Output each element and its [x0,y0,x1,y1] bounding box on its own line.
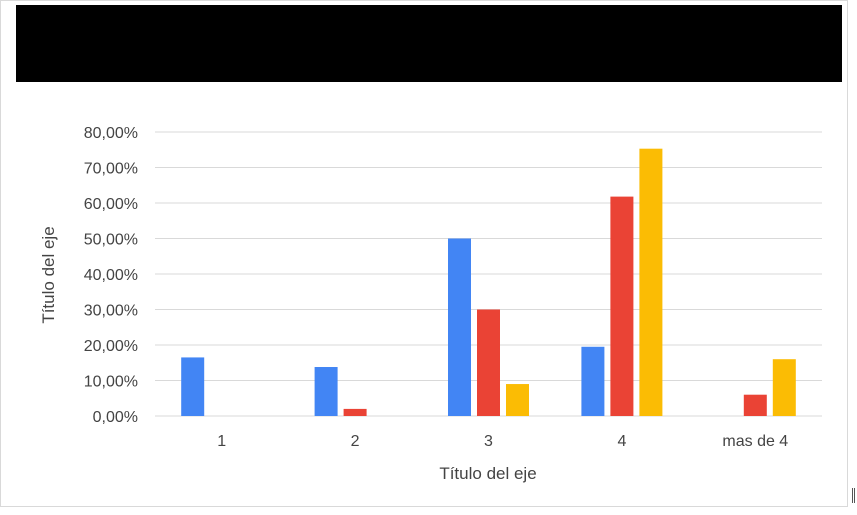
x-tick-label: 2 [351,433,360,450]
y-tick-label: 10,00% [84,374,138,391]
bars [181,148,796,416]
chart-frame [0,0,848,507]
x-tick-label: 3 [484,433,493,450]
y-tick-label: 70,00% [84,161,138,178]
bar-2-0 [448,238,471,416]
bar-3-0 [581,346,605,416]
y-tick-label: 80,00% [84,125,138,142]
x-tick-label: mas de 4 [722,433,788,450]
bar-2-2 [506,384,529,416]
chart-title-redaction [16,5,842,82]
y-axis-title: Título del eje [39,226,58,323]
bar-1-0 [314,367,338,416]
bar-4-2 [772,359,796,416]
edge-mark [852,488,855,503]
y-tick-label: 0,00% [93,409,138,426]
x-axis-ticks: 1 2 3 4 mas de 4 [217,433,788,450]
y-tick-label: 30,00% [84,303,138,320]
y-tick-label: 20,00% [84,338,138,355]
bar-3-1 [610,196,634,416]
bar-0-0 [181,357,205,416]
y-tick-label: 50,00% [84,232,138,249]
bar-3-2 [639,148,663,416]
x-axis-title: Título del eje [439,464,536,483]
y-tick-label: 60,00% [84,196,138,213]
bar-1-1 [343,408,367,416]
y-tick-label: 40,00% [84,267,138,284]
x-tick-label: 1 [217,433,226,450]
x-tick-label: 4 [617,433,626,450]
bar-4-1 [743,394,767,416]
y-axis-ticks: 0,00% 10,00% 20,00% 30,00% 40,00% 50,00% 60,00… [84,125,138,426]
bar-2-1 [477,309,500,416]
